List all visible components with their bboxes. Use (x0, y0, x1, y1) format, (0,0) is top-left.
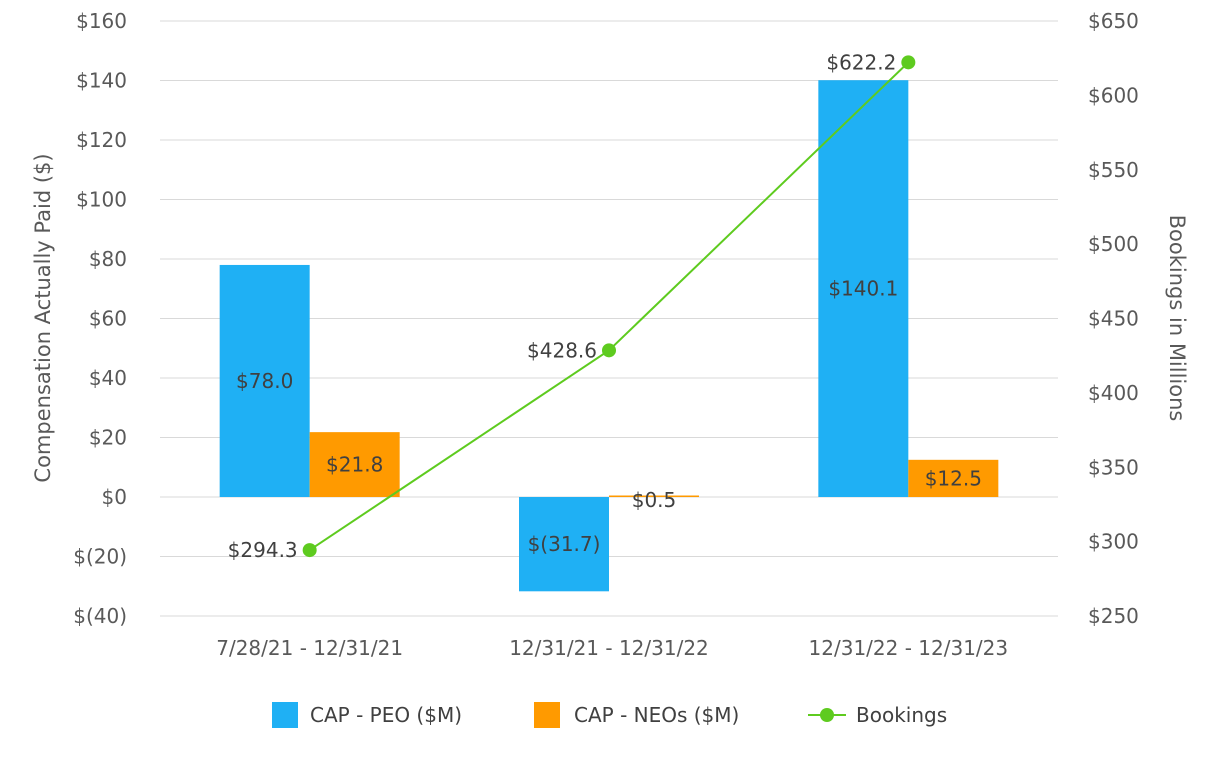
right-tick-label: $300 (1088, 530, 1139, 554)
right-tick-label: $650 (1088, 9, 1139, 33)
bookings-point-1 (602, 343, 616, 358)
bar-peo-0 (219, 264, 310, 497)
left-tick-label: $160 (76, 9, 127, 33)
left-axis-ticks: $160 $140 $120 $100 $80 $60 $40 $20 $0 $(20) $(40) (73, 9, 127, 628)
bar-neos-0 (309, 432, 400, 497)
right-tick-label: $350 (1088, 455, 1139, 479)
bars (219, 80, 999, 592)
category-label-1: 12/31/21 - 12/31/22 (509, 636, 709, 660)
category-label-0: 7/28/21 - 12/31/21 (216, 636, 403, 660)
category-label-2: 12/31/22 - 12/31/23 (809, 636, 1009, 660)
legend-marker-bookings (820, 708, 834, 722)
data-label-neos-1: $0.5 (632, 488, 677, 512)
bar-neos-2 (908, 459, 999, 497)
legend-swatch-neos (534, 702, 560, 728)
bookings-point-0 (302, 543, 317, 558)
left-tick-label: $60 (89, 307, 127, 331)
legend-label-neos: CAP - NEOs ($M) (574, 703, 739, 727)
data-label-bookings-2: $622.2 (826, 50, 896, 74)
right-tick-label: $400 (1088, 381, 1139, 405)
left-tick-label: $(20) (73, 545, 127, 569)
bookings-line-layer (302, 55, 916, 558)
left-tick-label: $20 (89, 426, 127, 450)
legend: CAP - PEO ($M) CAP - NEOs ($M) Bookings (272, 702, 947, 728)
bookings-point-2 (901, 55, 916, 70)
left-tick-label: $120 (76, 128, 127, 152)
data-label-neos-2: $12.5 (925, 466, 982, 490)
left-tick-label: $0 (102, 485, 127, 509)
left-axis-title: Compensation Actually Paid ($) (31, 153, 55, 482)
bar-peo-1 (519, 497, 609, 592)
left-tick-label: $80 (89, 247, 127, 271)
data-label-peo-1: $(31.7) (528, 532, 601, 556)
left-tick-label: $40 (89, 366, 127, 390)
right-tick-label: $250 (1088, 604, 1139, 628)
bar-neos-1 (609, 495, 699, 498)
right-tick-label: $600 (1088, 83, 1139, 107)
right-tick-label: $500 (1088, 232, 1139, 256)
right-tick-label: $550 (1088, 158, 1139, 182)
data-label-bookings-1: $428.6 (527, 338, 597, 362)
bar-peo-2 (818, 80, 909, 497)
left-tick-label: $140 (76, 69, 127, 93)
right-tick-label: $450 (1088, 307, 1139, 331)
category-labels: 7/28/21 - 12/31/21 12/31/21 - 12/31/22 12/… (216, 636, 1008, 660)
data-labels: $78.0 $(31.7) $140.1 $21.8 $0.5 $12.5 $294.3 $4… (228, 50, 982, 562)
data-label-neos-0: $21.8 (326, 453, 383, 477)
data-label-bookings-0: $294.3 (228, 538, 298, 562)
right-axis-ticks: $650 $600 $550 $500 $450 $400 $350 $300 $250 (1088, 9, 1139, 628)
legend-swatch-peo (272, 702, 298, 728)
right-axis-title: Bookings in Millions (1165, 215, 1189, 422)
data-label-peo-0: $78.0 (236, 369, 293, 393)
left-tick-label: $100 (76, 188, 127, 212)
legend-label-bookings: Bookings (856, 703, 947, 727)
left-tick-label: $(40) (73, 604, 127, 628)
legend-label-peo: CAP - PEO ($M) (310, 703, 462, 727)
data-label-peo-2: $140.1 (828, 277, 898, 301)
